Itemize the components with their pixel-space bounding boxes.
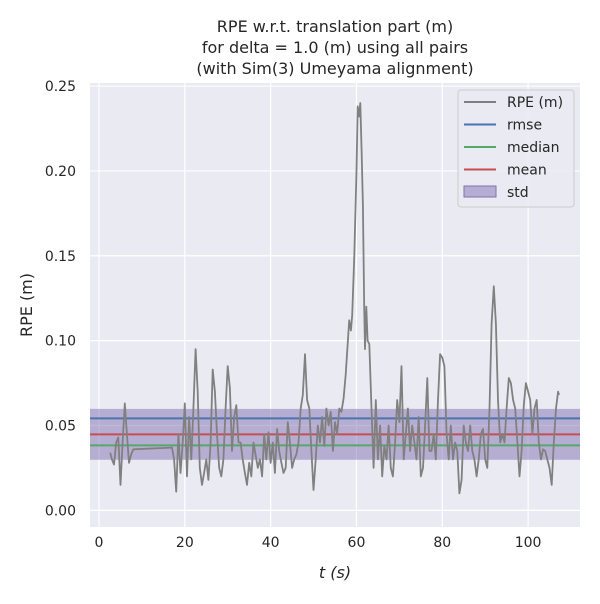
legend-label-median: median: [507, 140, 559, 156]
ticks: 0 20 40 60 80 100 0.00 0.05 0.10 0.15 0.20 0.25: [45, 79, 542, 551]
y-tick-label: 0.00: [45, 503, 76, 519]
x-tick-label: 80: [433, 535, 451, 551]
x-tick-label: 40: [262, 535, 280, 551]
legend-swatch-std: [463, 185, 497, 198]
x-tick-label: 0: [95, 535, 104, 551]
x-tick-label: 60: [348, 535, 366, 551]
chart-title-line-1: RPE w.r.t. translation part (m): [217, 17, 453, 36]
y-tick-label: 0.05: [45, 419, 76, 435]
x-tick-label: 100: [515, 535, 542, 551]
x-tick-label: 20: [176, 535, 194, 551]
legend-box: [457, 89, 575, 208]
legend-label-rmse: rmse: [507, 118, 542, 134]
legend-label-mean: mean: [507, 163, 547, 179]
y-tick-label: 0.15: [45, 249, 76, 265]
rpe-series-line: [109, 102, 560, 495]
legend-label-std: std: [507, 185, 529, 201]
legend: RPE (m) rmse median mean std: [457, 89, 575, 208]
x-axis-label: t (s): [319, 563, 351, 582]
y-tick-label: 0.10: [45, 334, 76, 350]
y-tick-label: 0.25: [45, 79, 76, 95]
marks: [90, 102, 580, 495]
chart-title-line-3: (with Sim(3) Umeyama alignment): [196, 59, 473, 78]
legend-label-rpe: RPE (m): [507, 95, 563, 111]
y-axis-label: RPE (m): [17, 273, 36, 337]
y-tick-label: 0.20: [45, 164, 76, 180]
chart-title-line-2: for delta = 1.0 (m) using all pairs: [202, 38, 468, 57]
